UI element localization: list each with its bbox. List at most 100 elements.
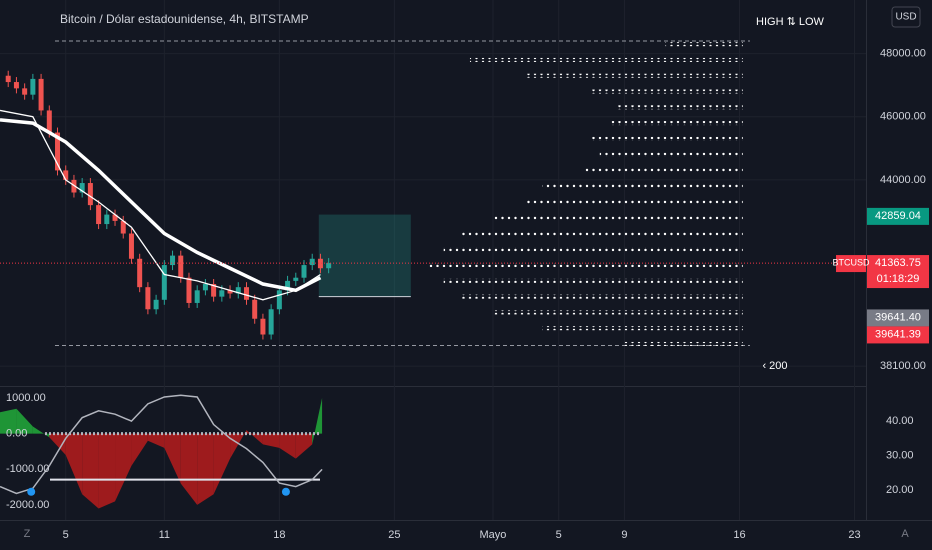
candle <box>202 284 208 291</box>
y-tick-label: 48000.00 <box>880 48 926 60</box>
moving-average <box>0 109 321 301</box>
candle <box>260 318 266 335</box>
volume-profile-row <box>492 310 743 315</box>
candle <box>55 132 61 171</box>
oscillator-area <box>0 408 17 434</box>
price-tag <box>867 255 929 273</box>
price-tag-label: 42859.04 <box>875 210 921 222</box>
y-tick-label: 44000.00 <box>880 174 926 186</box>
price-tag <box>867 309 929 327</box>
candle <box>211 284 217 297</box>
moving-average <box>0 118 322 293</box>
candle <box>137 258 143 288</box>
y2-tick-label: 30.00 <box>886 449 914 461</box>
candle <box>194 290 200 303</box>
oscillator-area <box>262 433 280 448</box>
currency-button[interactable] <box>891 6 921 28</box>
main-pane <box>0 40 866 347</box>
price-tag-label: 39641.39 <box>875 328 921 340</box>
volume-profile-row <box>583 168 743 173</box>
corner-label[interactable]: Z <box>24 528 31 540</box>
volume-profile-row <box>460 231 743 236</box>
oscillator-area <box>180 433 198 505</box>
candle <box>145 287 151 310</box>
countdown: 01:18:29 <box>877 273 920 285</box>
x-tick-label: 16 <box>733 529 745 541</box>
x-tick-label: 18 <box>273 529 285 541</box>
oscillator-area <box>49 433 66 456</box>
candle <box>227 290 233 294</box>
candle <box>22 88 28 95</box>
x-tick-label: 11 <box>159 529 170 541</box>
indicator-title: HIGH ⇅ LOW <box>756 16 825 28</box>
candle <box>317 258 323 269</box>
x-tick-label: 9 <box>621 529 627 541</box>
signal-dot <box>281 487 290 496</box>
price-tag-label: 39641.40 <box>875 311 921 323</box>
candle <box>268 309 274 335</box>
candle <box>276 290 282 310</box>
candle <box>13 82 19 89</box>
y-tick-label: -1000.00 <box>6 463 49 475</box>
candle <box>128 233 134 259</box>
signal-dot <box>27 487 36 496</box>
currency[interactable]: USD <box>895 12 916 23</box>
oscillator-pane <box>0 394 323 509</box>
rsi-line <box>0 394 323 495</box>
candle <box>38 78 44 111</box>
x-tick-label: 23 <box>848 529 860 541</box>
corner-label[interactable]: A <box>901 528 909 540</box>
price-tag-label: 41363.75 <box>875 257 921 269</box>
candle <box>301 265 307 278</box>
axes: 5 11 18 25 Mayo 5 9 16 23 38100.00 44000.00 46000.0… <box>6 48 929 541</box>
candle <box>87 183 93 206</box>
volume-profile-row <box>443 247 743 252</box>
candle <box>309 258 315 266</box>
oscillator-area <box>131 433 148 466</box>
candle <box>252 299 258 319</box>
volume-profile-row <box>608 121 743 126</box>
symbol-tag <box>836 255 866 273</box>
candle <box>235 287 241 294</box>
volume-profile-row <box>599 152 743 157</box>
oscillator-area <box>279 433 296 459</box>
candle <box>96 205 102 225</box>
oscillator-area <box>98 433 116 509</box>
y-tick-label: 38100.00 <box>880 360 926 372</box>
candle <box>178 255 184 278</box>
candle <box>63 170 69 180</box>
volume-profile-row <box>525 199 743 204</box>
x-tick-label: 5 <box>556 529 562 541</box>
candle <box>293 277 299 281</box>
candle <box>30 78 36 95</box>
volume-profile-row <box>443 278 743 283</box>
y2-tick-label: 40.00 <box>886 415 914 427</box>
price-tag <box>867 207 929 225</box>
candle <box>112 214 118 221</box>
y-tick-label: 46000.00 <box>880 111 926 123</box>
oscillator-area <box>82 433 99 509</box>
candle <box>79 183 85 193</box>
candle <box>170 255 176 266</box>
candle <box>326 263 332 269</box>
countdown-tag <box>867 271 929 289</box>
oscillator-area <box>164 433 181 484</box>
volume-profile-row <box>460 294 743 299</box>
grid <box>0 0 866 520</box>
candle <box>153 299 159 310</box>
volume-profile-row <box>542 326 743 331</box>
y-tick-label: 0.00 <box>6 428 27 440</box>
oscillator-area <box>16 408 33 434</box>
oscillator-area <box>147 433 165 448</box>
x-tick-label: 5 <box>63 529 69 541</box>
volume-profile-row <box>427 263 743 268</box>
volume-profile-row <box>616 105 743 110</box>
oscillator-area <box>312 398 323 445</box>
candle <box>186 277 192 303</box>
candle <box>104 214 110 225</box>
y-tick-label: -2000.00 <box>6 499 49 511</box>
oscillator-area <box>32 426 50 438</box>
price-tag <box>867 326 929 344</box>
